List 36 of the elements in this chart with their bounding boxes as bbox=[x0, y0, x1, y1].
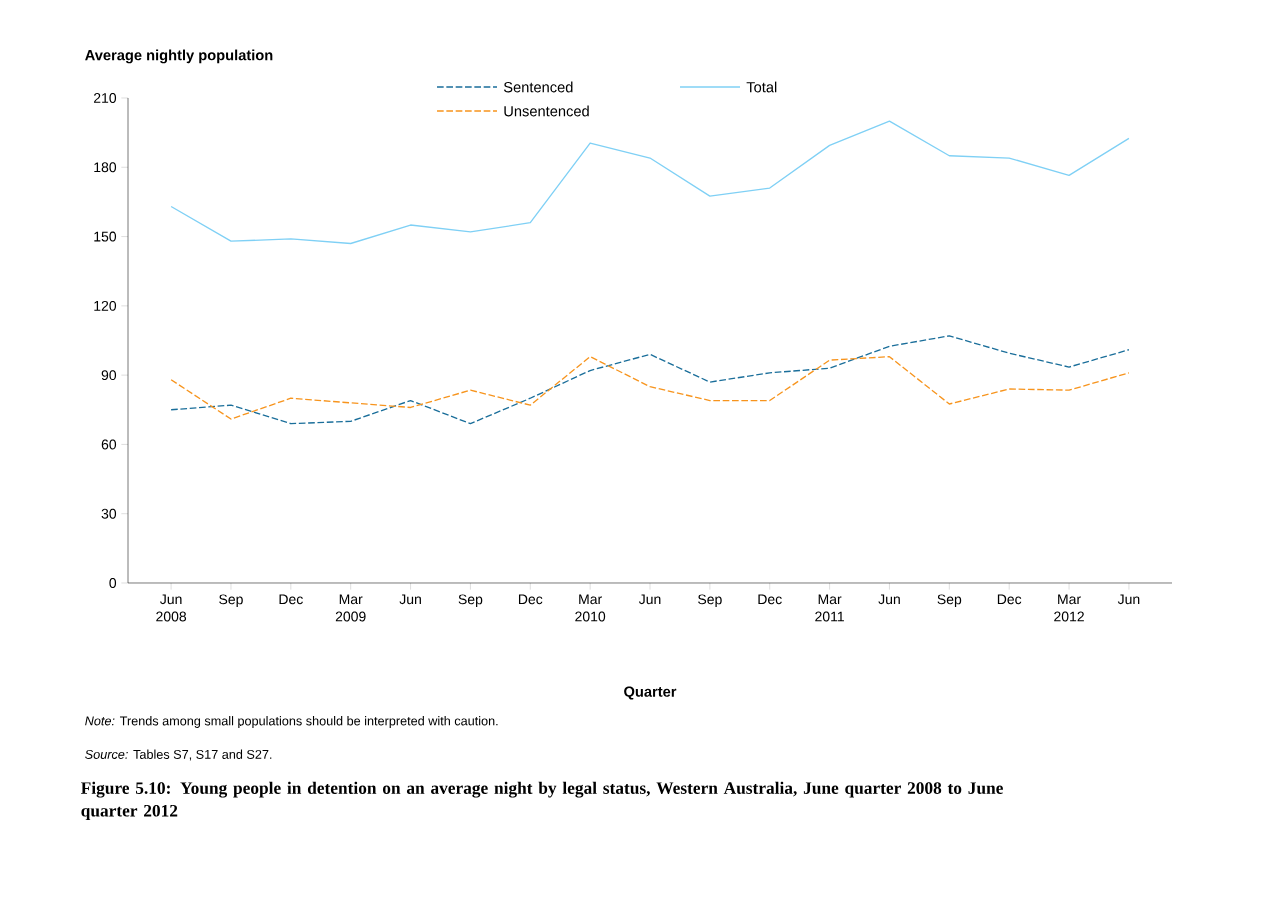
x-tick-label: Sep bbox=[458, 594, 483, 608]
legend-label: Sentenced bbox=[503, 81, 573, 93]
x-tick-label: Jun bbox=[878, 594, 900, 605]
x-tick-label: Sep bbox=[937, 594, 962, 608]
y-tick-label: 90 bbox=[101, 370, 117, 381]
x-tick-label: Jun bbox=[399, 594, 421, 605]
y-tick-label: 30 bbox=[101, 508, 117, 519]
y-axis-title: Average nightly population bbox=[85, 49, 273, 64]
y-tick-label: 0 bbox=[109, 578, 117, 588]
y-tick-label: 210 bbox=[93, 93, 117, 103]
x-tick-label: Mar 2009 bbox=[335, 594, 366, 622]
line-series bbox=[170, 335, 1130, 425]
text: Note: Trends among small populations should be interpreted with caution. bbox=[85, 716, 498, 728]
x-axis-title: Quarter bbox=[624, 686, 677, 700]
text: Figure 5.10: Young people in detention on an average night by legal status, Western Australia, June quarter 2008 to June quarter 2012 bbox=[81, 781, 1003, 821]
x-tick-label: Jun bbox=[1117, 594, 1140, 605]
x-tick-label: Sep bbox=[219, 594, 243, 608]
legend-label: Unsentenced bbox=[504, 105, 589, 117]
line-series bbox=[170, 120, 1130, 245]
x-tick-label: Dec bbox=[997, 594, 1022, 605]
x-tick-label: Mar 2010 bbox=[575, 594, 606, 622]
x-tick-label: Mar 2012 bbox=[1054, 594, 1084, 622]
x-tick-label: Sep bbox=[698, 594, 722, 608]
x-tick-label: Mar 2011 bbox=[815, 594, 844, 622]
x-tick-label: Dec bbox=[279, 594, 303, 605]
y-tick-label: 120 bbox=[94, 300, 117, 311]
x-tick-label: Jun 2008 bbox=[156, 594, 187, 622]
y-tick-label: 150 bbox=[94, 231, 117, 242]
legend-label: Total bbox=[746, 81, 777, 93]
x-tick-label: Jun bbox=[638, 594, 661, 605]
text: Source: Tables S7, S17 and S27. bbox=[85, 749, 272, 761]
line-series bbox=[170, 355, 1130, 420]
y-tick-label: 180 bbox=[94, 162, 117, 173]
x-tick-label: Dec bbox=[758, 594, 782, 605]
y-tick-label: 60 bbox=[101, 439, 117, 450]
x-tick-label: Dec bbox=[518, 594, 543, 605]
